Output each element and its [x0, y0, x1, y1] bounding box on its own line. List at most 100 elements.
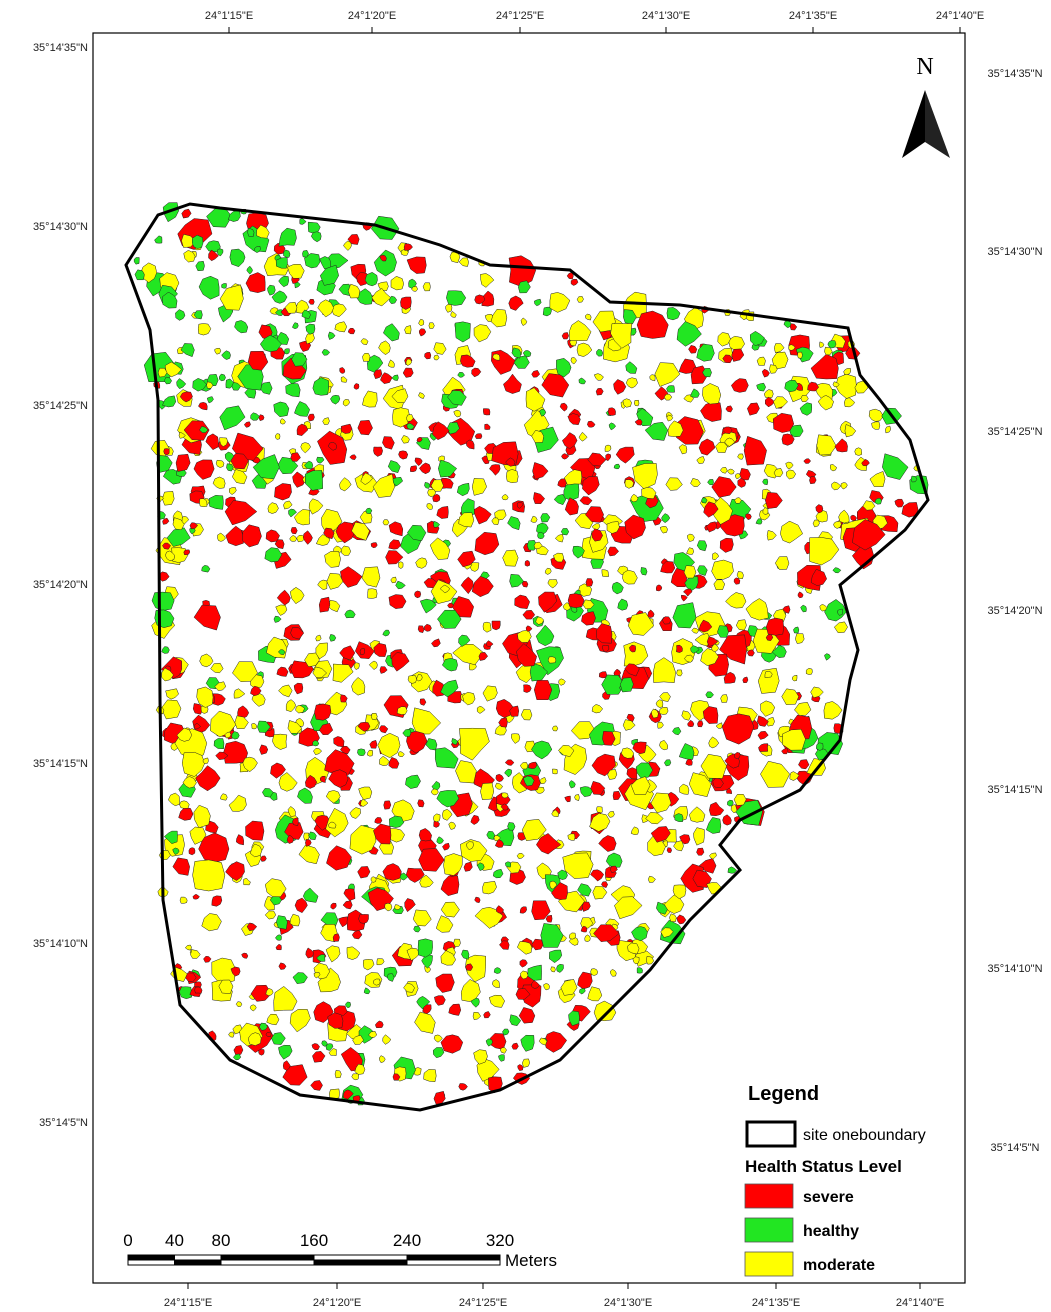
crown — [697, 721, 703, 727]
crown — [414, 591, 420, 598]
top-label: 24°1'25"E — [496, 10, 544, 22]
crown — [162, 491, 174, 505]
crown — [423, 283, 430, 291]
left-label: 35°14'35"N — [33, 42, 88, 54]
crown — [259, 415, 264, 421]
crown — [838, 609, 843, 615]
crown — [552, 726, 558, 731]
crown — [480, 783, 493, 800]
crown — [656, 585, 662, 591]
right-label: 35°14'10"N — [987, 963, 1042, 975]
scale-segment — [175, 1260, 222, 1265]
crown — [164, 449, 170, 455]
crown — [359, 914, 369, 923]
crown — [641, 567, 647, 575]
bottom-label: 24°1'40"E — [896, 1297, 944, 1309]
scale-label: 240 — [393, 1231, 421, 1250]
crown — [475, 434, 482, 439]
crown — [368, 589, 377, 599]
scale-label: 40 — [165, 1231, 184, 1250]
crown — [329, 1089, 339, 1099]
crown — [335, 1070, 341, 1078]
left-label: 35°14'15"N — [33, 758, 88, 770]
right-label: 35°14'25"N — [987, 426, 1042, 438]
class-label: moderate — [803, 1257, 875, 1274]
class-swatch — [745, 1184, 793, 1208]
scale-segment — [128, 1255, 175, 1260]
crown — [525, 560, 530, 566]
legend-subtitle: Health Status Level — [745, 1157, 902, 1176]
class-swatch — [745, 1252, 793, 1276]
legend-title: Legend — [748, 1083, 819, 1105]
left-label: 35°14'20"N — [33, 579, 88, 591]
crown — [727, 800, 733, 806]
crown — [551, 967, 556, 972]
crown — [855, 448, 862, 456]
class-label: severe — [803, 1189, 854, 1206]
left-label: 35°14'30"N — [33, 221, 88, 233]
crown — [410, 466, 416, 472]
crown — [675, 814, 684, 822]
right-label: 35°14'15"N — [987, 784, 1042, 796]
scale-segment — [221, 1255, 314, 1260]
crown — [374, 979, 381, 985]
boundary-label: site oneboundary — [803, 1127, 926, 1144]
scale-label: 320 — [486, 1231, 514, 1250]
crown — [284, 349, 289, 354]
left-label: 35°14'25"N — [33, 400, 88, 412]
crown — [677, 670, 683, 676]
crown — [506, 469, 518, 483]
boundary-swatch — [747, 1122, 795, 1146]
top-label: 24°1'30"E — [642, 10, 690, 22]
scale-segment — [175, 1255, 222, 1260]
crown — [602, 570, 609, 577]
crown — [667, 848, 672, 853]
scale-segment — [221, 1260, 314, 1265]
crown — [505, 862, 511, 867]
left-label: 35°14'10"N — [33, 938, 88, 950]
scale-segment — [128, 1260, 175, 1265]
crown — [684, 566, 696, 579]
crown — [319, 597, 330, 612]
scale-label: 160 — [300, 1231, 328, 1250]
crown — [189, 848, 195, 855]
crown — [634, 400, 639, 406]
crown — [429, 323, 435, 329]
crown — [591, 969, 598, 976]
crown — [782, 729, 805, 750]
scale-label: 0 — [123, 1231, 132, 1250]
crown — [302, 250, 308, 257]
crown — [314, 704, 331, 720]
scale-segment — [407, 1255, 500, 1260]
crown — [360, 649, 365, 655]
class-label: healthy — [803, 1223, 859, 1240]
crown — [195, 987, 202, 993]
bottom-label: 24°1'15"E — [164, 1297, 212, 1309]
crown — [568, 834, 575, 841]
crown — [637, 968, 643, 974]
crown — [371, 713, 377, 720]
top-label: 24°1'15"E — [205, 10, 253, 22]
scale-segment — [314, 1260, 407, 1265]
bottom-label: 24°1'35"E — [752, 1297, 800, 1309]
crown — [192, 235, 203, 249]
crown — [383, 520, 389, 525]
crown — [605, 445, 611, 452]
crown — [798, 352, 803, 358]
bottom-label: 24°1'30"E — [604, 1297, 652, 1309]
crown — [291, 527, 297, 534]
map-figure: N Legend site oneboundary Health Status … — [0, 0, 1051, 1312]
crown — [418, 939, 433, 957]
scale-label: 80 — [212, 1231, 231, 1250]
top-label: 24°1'40"E — [936, 10, 984, 22]
crown — [737, 571, 744, 578]
crown — [193, 860, 225, 891]
bottom-label: 24°1'25"E — [459, 1297, 507, 1309]
top-label: 24°1'35"E — [789, 10, 837, 22]
crown — [548, 657, 556, 663]
crown — [357, 749, 365, 756]
crown — [603, 645, 609, 652]
crown — [608, 408, 616, 416]
crown — [418, 800, 425, 807]
crown — [483, 409, 490, 415]
